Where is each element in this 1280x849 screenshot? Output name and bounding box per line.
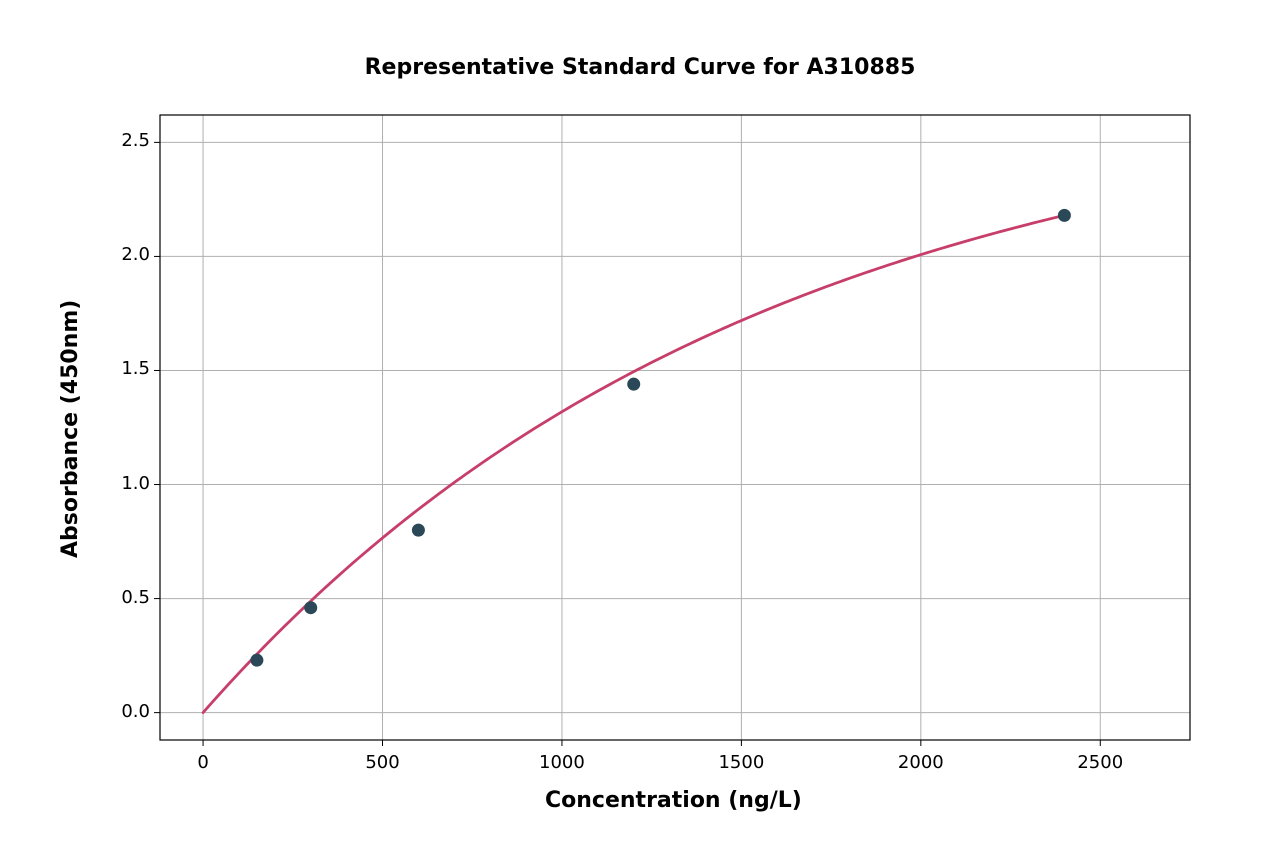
- data-point: [305, 602, 317, 614]
- y-tick-label: 1.5: [102, 358, 150, 379]
- x-tick-label: 2500: [1070, 752, 1130, 773]
- x-tick-label: 1500: [711, 752, 771, 773]
- x-tick-label: 2000: [891, 752, 951, 773]
- x-tick-label: 500: [353, 752, 413, 773]
- y-tick-label: 2.5: [102, 130, 150, 151]
- y-tick-label: 0.0: [102, 701, 150, 722]
- data-point: [412, 524, 424, 536]
- data-point: [1058, 209, 1070, 221]
- y-tick-label: 0.5: [102, 587, 150, 608]
- x-tick-label: 1000: [532, 752, 592, 773]
- y-axis-label: Absorbance (450nm): [58, 299, 83, 557]
- chart-container: Representative Standard Curve for A31088…: [0, 0, 1280, 845]
- data-point: [628, 378, 640, 390]
- x-axis-label: Concentration (ng/L): [545, 788, 802, 813]
- chart-title: Representative Standard Curve for A31088…: [0, 55, 1280, 80]
- y-tick-label: 2.0: [102, 244, 150, 265]
- chart-svg: [0, 0, 1280, 845]
- x-tick-label: 0: [173, 752, 233, 773]
- plot-area: [160, 115, 1190, 740]
- data-point: [251, 654, 263, 666]
- y-tick-label: 1.0: [102, 473, 150, 494]
